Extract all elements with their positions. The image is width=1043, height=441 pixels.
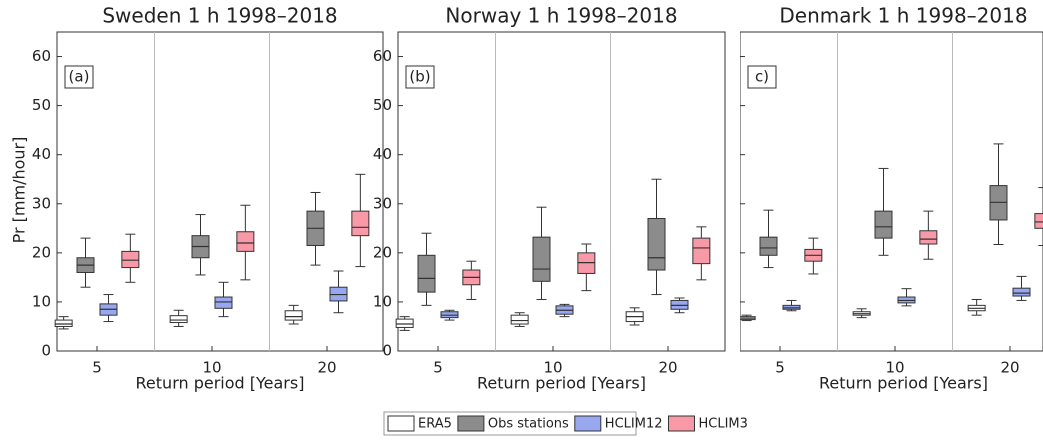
box bbox=[284, 310, 303, 321]
y-tick-label: 0 bbox=[724, 342, 734, 360]
legend-swatch bbox=[667, 415, 695, 432]
x-tick-label: 10 bbox=[202, 359, 221, 377]
x-axis-label: Return period [Years] bbox=[477, 374, 646, 393]
panel-label: c) bbox=[755, 68, 769, 86]
y-tick-label: 0 bbox=[382, 342, 392, 360]
plot-area bbox=[397, 31, 726, 352]
x-tick-label: 5 bbox=[433, 359, 443, 377]
box bbox=[236, 231, 255, 252]
y-tick-label: 20 bbox=[373, 243, 392, 261]
panel-label-frame bbox=[64, 65, 94, 89]
x-tick-label: 10 bbox=[885, 359, 904, 377]
x-axis-label: Return period [Years] bbox=[136, 374, 305, 393]
box bbox=[1012, 287, 1031, 297]
box bbox=[532, 236, 551, 282]
panel-label-frame bbox=[747, 65, 777, 89]
box bbox=[874, 210, 893, 239]
y-tick-label: 10 bbox=[32, 292, 51, 310]
x-tick-label: 10 bbox=[543, 359, 562, 377]
legend-swatch bbox=[387, 415, 415, 432]
y-tick-label: 10 bbox=[373, 292, 392, 310]
y-tick-label: 40 bbox=[373, 145, 392, 163]
y-tick-label: 20 bbox=[32, 243, 51, 261]
x-tick-label: 20 bbox=[317, 359, 336, 377]
y-tick-label: 60 bbox=[373, 47, 392, 65]
x-tick-label: 20 bbox=[1000, 359, 1019, 377]
legend: ERA5 Obs stations HCLIM12 HCLIM3 bbox=[383, 411, 748, 436]
legend-swatch bbox=[457, 415, 485, 432]
box bbox=[692, 237, 711, 265]
x-axis-label: Return period [Years] bbox=[819, 374, 988, 393]
panel-label: (a) bbox=[69, 68, 90, 86]
box bbox=[510, 314, 529, 325]
y-tick-label: 60 bbox=[32, 47, 51, 65]
box bbox=[395, 318, 414, 328]
box bbox=[169, 315, 188, 324]
box bbox=[121, 250, 140, 269]
y-axis-label: Pr [mm/hour] bbox=[10, 137, 29, 244]
panel-label-frame bbox=[405, 65, 435, 89]
legend-label: HCLIM3 bbox=[698, 417, 747, 432]
x-tick-label: 5 bbox=[92, 359, 102, 377]
box bbox=[919, 230, 938, 245]
panel: 0 10 20 30 40 50 60 5 10 20 bbox=[373, 31, 726, 377]
box bbox=[759, 236, 778, 256]
legend-label: HCLIM12 bbox=[605, 417, 663, 432]
box bbox=[54, 319, 73, 327]
box bbox=[417, 254, 436, 293]
y-tick-label: 30 bbox=[32, 194, 51, 212]
y-tick-label: 0 bbox=[41, 342, 51, 360]
x-tick-label: 20 bbox=[658, 359, 677, 377]
legend-label: ERA5 bbox=[418, 417, 452, 432]
y-tick-label: 50 bbox=[32, 96, 51, 114]
box bbox=[647, 217, 666, 271]
box bbox=[1034, 213, 1043, 229]
chart-title: Sweden 1 h 1998–2018 bbox=[102, 4, 337, 28]
y-tick-label: 50 bbox=[373, 96, 392, 114]
panel-label: (b) bbox=[409, 68, 430, 86]
y-tick-label: 30 bbox=[373, 194, 392, 212]
panel: 0 10 20 30 40 50 60 5 10 20 bbox=[32, 31, 384, 377]
chart-title: Denmark 1 h 1998–2018 bbox=[779, 4, 1027, 28]
box bbox=[351, 210, 370, 237]
y-tick-label: 40 bbox=[32, 145, 51, 163]
legend-label: Obs stations bbox=[488, 417, 569, 432]
box bbox=[214, 296, 233, 309]
x-tick-label: 5 bbox=[775, 359, 785, 377]
chart-title: Norway 1 h 1998–2018 bbox=[445, 4, 677, 28]
legend-frame bbox=[383, 411, 637, 436]
legend-swatch bbox=[574, 415, 602, 432]
